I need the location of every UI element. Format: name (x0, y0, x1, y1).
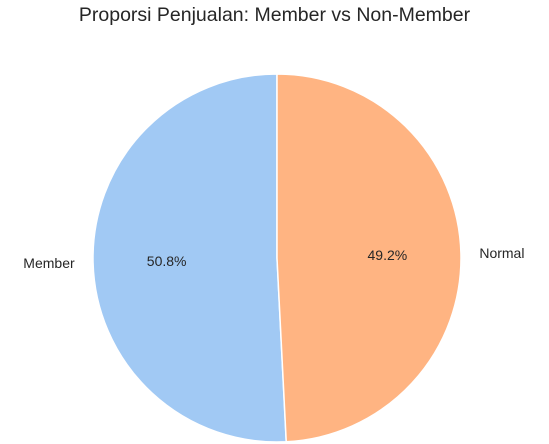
pct-label-member: 50.8% (147, 253, 187, 269)
slice-label-normal: Normal (479, 245, 524, 261)
pie-slice-member (92, 73, 288, 443)
pie-slice-normal (276, 73, 462, 443)
pct-label-normal: 49.2% (368, 247, 408, 263)
slice-label-member: Member (23, 255, 75, 271)
chart-title: Proporsi Penjualan: Member vs Non-Member (78, 4, 471, 26)
